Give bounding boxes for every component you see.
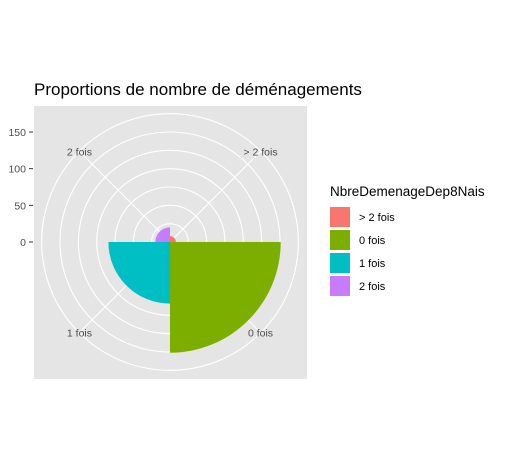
grid-spoke [169,150,262,243]
legend-key [330,253,350,273]
legend-label: > 2 fois [359,212,395,224]
polar-bars [108,227,281,353]
y-tick-label: 50 [14,200,26,212]
grid-circle [41,113,299,371]
y-tick-label: 100 [8,164,26,176]
bar-2 [108,242,170,304]
chart-title: Proportions de nombre de déménagements [34,80,362,99]
legend-label: 2 fois [359,281,386,293]
category-label: 1 fois [67,328,92,340]
legend-key [330,276,350,296]
bar-3 [155,227,170,242]
legend-label: 1 fois [359,258,386,270]
bar-0 [170,236,176,242]
category-label: 2 fois [67,146,92,158]
bar-1 [170,242,281,353]
category-label: 0 fois [248,328,273,340]
legend-key [330,230,350,250]
legend: > 2 fois 0 fois 1 fois 2 fois [330,207,395,296]
legend-label: 0 fois [359,235,386,247]
legend-key [330,207,350,227]
legend-title: NbreDemenageDep8Nais [330,184,485,199]
category-label: > 2 fois [243,146,277,158]
angular-axis-ticks: > 2 fois 0 fois 1 fois 2 fois [67,146,278,339]
y-tick-label: 150 [8,127,26,139]
grid-spoke [78,150,171,243]
y-tick-label: 0 [20,237,26,249]
radial-axis-ticks: 0 50 100 150 [8,127,33,249]
